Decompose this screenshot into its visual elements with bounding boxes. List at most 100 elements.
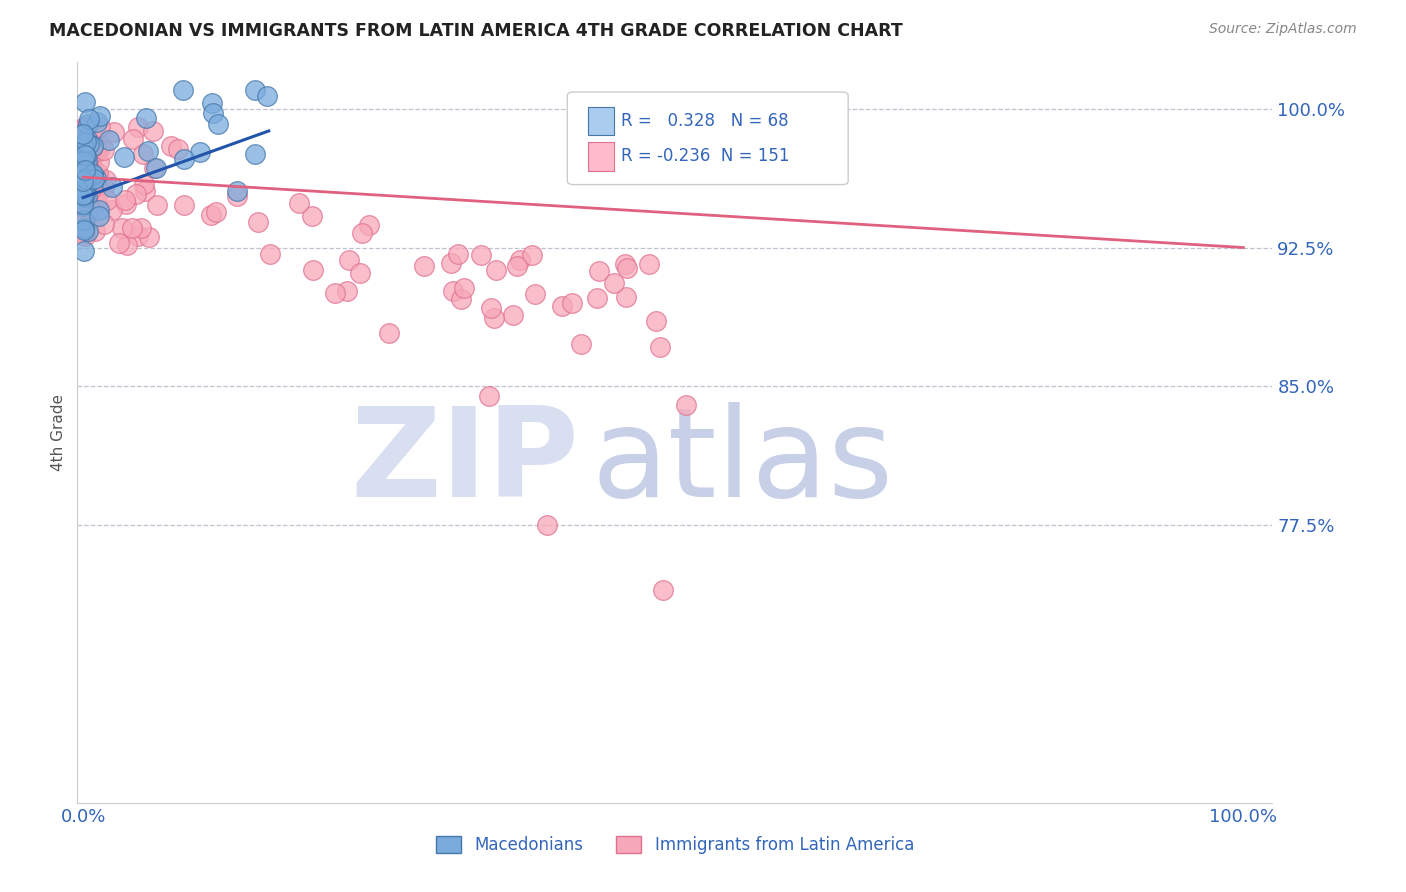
Point [75, 120, 97, 135]
FancyBboxPatch shape [588, 107, 614, 135]
Point [75, 172, 97, 186]
Point [256, 89, 278, 103]
Text: ZIP: ZIP [350, 401, 579, 523]
Point [80, 148, 103, 162]
Point [73, 190, 96, 204]
Point [87, 155, 110, 169]
Point [72, 123, 94, 137]
Point [201, 95, 224, 110]
Point [79, 137, 101, 152]
Point [86, 168, 108, 182]
Point [561, 295, 583, 310]
Point [323, 285, 346, 300]
Point [80, 151, 103, 165]
Point [502, 308, 524, 322]
Point [86, 145, 108, 159]
Point [75, 213, 97, 227]
Point [73, 163, 96, 178]
Point [72, 199, 94, 213]
Point [107, 235, 129, 250]
Point [73, 178, 96, 192]
Point [101, 203, 124, 218]
Point [246, 215, 269, 229]
Point [301, 209, 323, 223]
Point [482, 310, 505, 325]
Point [188, 145, 211, 159]
Point [72, 165, 94, 179]
Point [73, 163, 96, 178]
Point [86, 195, 108, 210]
Point [83, 168, 105, 182]
Point [479, 301, 502, 315]
Point [75, 120, 97, 135]
Point [132, 177, 155, 191]
Point [84, 171, 107, 186]
Point [441, 285, 464, 299]
Point [72, 210, 94, 224]
Point [550, 299, 572, 313]
Point [89, 209, 111, 223]
Point [72, 167, 94, 181]
Point [337, 253, 360, 268]
Point [97, 133, 120, 147]
Point [77, 186, 100, 201]
Point [73, 182, 96, 196]
Point [440, 255, 463, 269]
Point [72, 170, 94, 185]
Point [79, 120, 101, 135]
Point [75, 131, 97, 145]
Point [127, 120, 149, 135]
Point [73, 145, 96, 160]
Point [588, 264, 610, 278]
Point [159, 138, 181, 153]
Point [83, 172, 105, 186]
Text: R = -0.236  N = 151: R = -0.236 N = 151 [621, 147, 790, 165]
Point [73, 128, 96, 143]
Point [89, 109, 111, 123]
Point [173, 198, 195, 212]
Point [205, 204, 228, 219]
Point [349, 266, 371, 280]
Point [76, 153, 98, 167]
Point [336, 284, 359, 298]
Point [82, 124, 104, 138]
Point [80, 201, 103, 215]
Point [509, 253, 531, 268]
Point [77, 170, 100, 185]
Point [470, 248, 492, 262]
Point [72, 174, 94, 188]
Point [134, 184, 156, 198]
Point [675, 398, 697, 412]
Point [75, 207, 97, 221]
Point [82, 140, 104, 154]
Text: atlas: atlas [592, 401, 893, 523]
Point [357, 219, 380, 233]
Point [75, 95, 97, 109]
Point [72, 134, 94, 148]
Point [616, 261, 638, 276]
Point [520, 248, 543, 262]
Point [76, 178, 98, 193]
Point [536, 518, 558, 533]
Point [84, 194, 107, 208]
Point [125, 186, 148, 201]
Point [87, 203, 110, 218]
Point [72, 162, 94, 177]
Point [76, 120, 98, 135]
Point [72, 181, 94, 195]
Point [166, 142, 188, 156]
Point [76, 152, 98, 166]
Point [112, 151, 135, 165]
Point [76, 224, 98, 238]
Point [72, 127, 94, 141]
Point [226, 184, 249, 198]
Point [72, 187, 94, 202]
Point [129, 221, 152, 235]
Point [413, 259, 436, 273]
Point [82, 167, 104, 181]
Point [72, 244, 94, 258]
Point [83, 162, 105, 177]
Point [72, 180, 94, 194]
Point [75, 136, 97, 150]
Point [76, 196, 98, 211]
